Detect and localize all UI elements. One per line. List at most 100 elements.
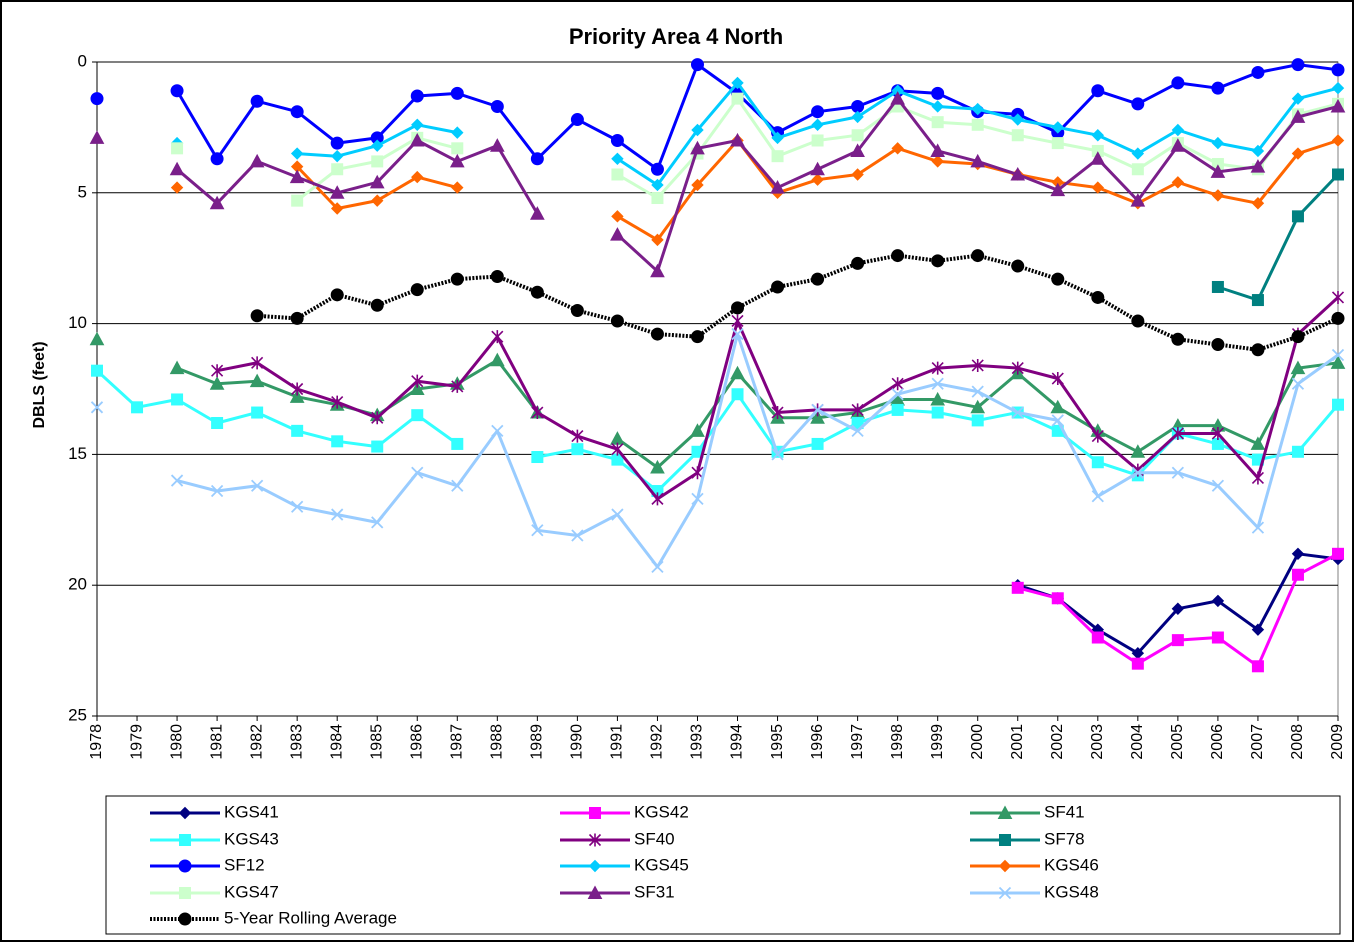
data-point [290,105,304,119]
x-tick-label: 1988 [489,724,506,760]
data-point [931,254,945,268]
x-tick-label: 1999 [929,724,946,760]
data-point [1330,355,1346,369]
legend-label: SF41 [1044,802,1085,821]
data-point [531,451,544,464]
data-point [931,361,944,375]
data-point [489,352,505,367]
legend-box [105,795,1341,935]
legend-item: KGS41 [150,802,279,821]
x-tick-label: 1986 [408,724,425,760]
data-point [451,181,464,194]
data-point [1290,360,1306,375]
data-point [1011,361,1024,375]
data-point [249,153,265,168]
data-point [1331,134,1345,147]
data-point [1251,65,1265,79]
legend-marker [998,886,1012,900]
data-point [1290,109,1306,123]
data-point [931,377,944,390]
data-point [730,365,745,380]
legend-label: SF78 [1044,829,1085,848]
data-point [1250,159,1266,173]
legend-label: KGS46 [1044,855,1099,874]
data-point [891,142,904,155]
data-point [810,161,825,176]
data-point [931,100,944,113]
data-point [1011,113,1024,126]
data-point [731,301,745,315]
legend-marker [589,807,601,819]
data-point [651,492,664,506]
legend-label: SF31 [634,882,675,901]
data-point [1131,147,1145,160]
legend-label: KGS42 [634,802,689,821]
data-point [931,155,944,168]
x-tick-label: 1984 [328,724,345,760]
data-point [1211,479,1225,492]
data-point [90,401,104,414]
data-point [1211,280,1224,293]
data-point [1050,182,1066,197]
data-point [611,168,624,181]
data-point [291,382,304,396]
x-tick-label: 2008 [1289,724,1306,760]
data-point [851,168,864,181]
data-point [1171,466,1185,479]
data-point [1091,84,1105,98]
data-point [731,388,744,401]
data-point [1170,138,1186,152]
data-point [1131,97,1145,111]
data-point [131,401,144,414]
data-point [371,155,384,168]
data-point [451,379,464,393]
data-point [691,123,704,137]
data-point [1291,377,1305,390]
x-tick-label: 2003 [1089,724,1106,760]
data-point [450,86,464,100]
data-point [371,411,384,425]
data-point [1332,168,1344,181]
data-point [369,174,385,189]
data-point [1051,272,1065,286]
data-point [1251,144,1265,158]
data-point [1090,151,1106,165]
y-tick-label: 25 [68,705,87,724]
x-tick-label: 1993 [689,724,706,760]
data-point [331,163,344,176]
data-point [1332,547,1344,560]
data-point [1131,163,1144,176]
data-point [531,406,544,420]
data-point [691,466,704,480]
data-point [810,410,825,424]
data-point [1251,343,1265,357]
data-point [1211,338,1225,352]
x-tick-label: 2006 [1209,724,1226,760]
legend-marker [588,833,602,847]
data-point [1210,164,1226,178]
data-point [170,84,184,98]
data-point [410,89,424,103]
x-tick-label: 2000 [969,724,986,760]
data-point [771,406,784,420]
x-tick-label: 1982 [248,724,265,760]
data-point [970,153,986,168]
data-point [249,373,265,388]
data-point [530,285,544,299]
data-point [1091,429,1104,443]
data-point [851,110,864,124]
legend-marker [587,885,603,899]
data-point [1251,294,1264,307]
legend-marker [179,834,191,846]
data-point [1131,466,1144,479]
data-point [851,403,864,417]
legend-item: SF40 [560,829,675,848]
series-line [256,253,1339,352]
data-point [490,99,504,113]
legend-item: KGS45 [560,855,689,874]
data-point [1131,657,1144,670]
data-point [531,524,544,537]
data-point [1051,372,1064,386]
x-tick-label: 1989 [529,724,546,760]
data-point [1251,197,1265,210]
